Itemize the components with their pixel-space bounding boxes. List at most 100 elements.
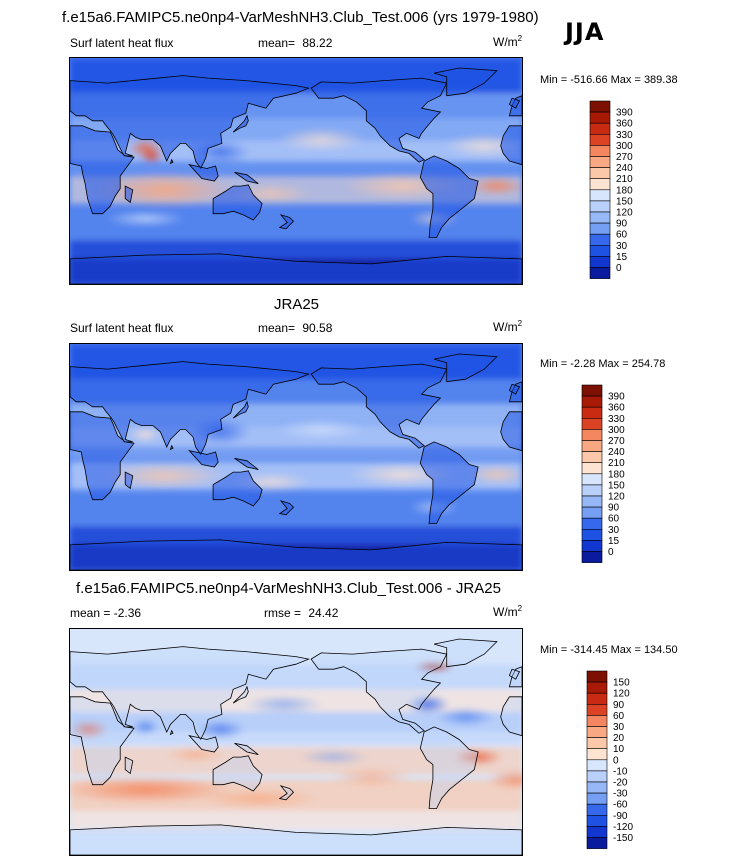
panel3-field-feature [298, 749, 369, 766]
panel3-colorbar-box [586, 692, 608, 705]
panel1-map [69, 57, 523, 285]
panel1-colorbar-tick-label: 150 [616, 196, 633, 207]
panel1-mean-value: 88.22 [302, 36, 333, 50]
panel2-colorbar-box [581, 517, 603, 530]
panel3-colorbar-tick-label: -90 [613, 811, 628, 822]
panel3-field-feature [165, 746, 226, 763]
panel3-field-band [70, 747, 522, 775]
panel3-units-base: W/m [493, 605, 518, 619]
panel2-colorbar-tick-label: 300 [608, 425, 625, 436]
panel3-coastline [508, 668, 521, 680]
panel2-colorbar-box [581, 462, 603, 475]
panel3-colorbar-tick-label: -120 [613, 822, 633, 833]
panel2-coastline [310, 363, 448, 449]
panel3-colorbar-tick-label: -150 [613, 833, 633, 844]
panel1-units-base: W/m [493, 35, 518, 49]
panel2-field-band [70, 446, 522, 460]
panel3-coastline [310, 648, 448, 734]
panel2-coastline [508, 383, 521, 395]
panel3-minmax: Min = -314.45 Max = 134.50 [540, 644, 678, 656]
panel2-colorbar-tick-label: 0 [608, 547, 614, 558]
panel2-coastline [500, 411, 522, 452]
panel3-field-feature [453, 748, 504, 767]
panel2-colorbar: 390 360 330 300 270 240 210 180 150 120 90 60 30 15 0 [581, 384, 642, 563]
panel1-colorbar-tick-label: 360 [616, 119, 633, 130]
panel2-colorbar-tick-label: 210 [608, 458, 625, 469]
panel2-coastline [70, 539, 522, 570]
panel2-colorbar-tick-label: 180 [608, 469, 625, 480]
panel2-minmax: Min = -2.28 Max = 254.78 [540, 358, 666, 370]
panel3-colorbar-tick-label: 20 [613, 733, 625, 744]
panel3-colorbar-box [586, 737, 608, 749]
panel1-field-feature [468, 176, 522, 197]
panel2-colorbar-tick-label: 390 [608, 392, 625, 403]
panel3-map [69, 628, 523, 856]
panel3-field-feature [70, 775, 236, 804]
panel3-colorbar-box [586, 681, 608, 694]
panel3-coastline [124, 756, 134, 775]
panel3-colorbar-tick-label: -20 [613, 778, 628, 789]
panel2-coastline [124, 471, 134, 490]
panel3-coastline [433, 638, 498, 668]
panel2-colorbar-tick-label: 330 [608, 414, 625, 425]
panel2-field-feature [129, 426, 162, 443]
panel3-field-feature [195, 719, 246, 740]
panel1-colorbar-tick-label: 120 [616, 208, 633, 219]
panel3-colorbar: 150 120 90 60 30 20 10 0 -10 -20 -30 -60 -90 -120 -150 [586, 670, 647, 851]
panel3-colorbar-tick-label: 150 [613, 678, 630, 689]
panel2-colorbar-box [581, 406, 603, 419]
panel3-colorbar-tick-label: -30 [613, 789, 628, 800]
panel3-colorbar-tick-label: -60 [613, 800, 628, 811]
panel2-colorbar-tick-label: 270 [608, 436, 625, 447]
panel2-colorbar-box [581, 506, 603, 519]
panel1-colorbar-tick-label: 180 [616, 185, 633, 196]
panel2-colorbar-box [581, 451, 603, 463]
panel2-field-feature [466, 464, 522, 485]
panel3-colorbar-box [586, 781, 608, 794]
panel2-coastline [278, 500, 295, 516]
panel1-colorbar-box [589, 145, 611, 157]
panel1-colorbar: 390 360 330 300 270 240 210 180 150 120 90 60 30 15 0 [589, 100, 650, 279]
panel1-field-band [70, 140, 522, 161]
panel3-coastline [419, 726, 479, 809]
panel2-coastline [419, 441, 479, 524]
panel2-colorbar-tick-label: 150 [608, 480, 625, 491]
panel2-field-feature [276, 419, 367, 440]
panel1-colorbar-box [589, 189, 611, 202]
panel3-colorbar-tick-label: -10 [613, 766, 628, 777]
panel1-colorbar-box [589, 245, 611, 257]
panel1-colorbar-tick-label: 390 [616, 108, 633, 119]
panel1-colorbar-box [589, 222, 611, 235]
panel3-colorbar-box [586, 803, 608, 816]
panel1-units: W/m2 [493, 34, 522, 49]
panel3-field-band [70, 731, 522, 745]
panel1-coastline [169, 158, 174, 165]
panel3-field-feature [485, 769, 522, 790]
panel3-rmse-label: rmse = [264, 606, 302, 620]
panel2-colorbar-box [581, 440, 603, 452]
panel1-colorbar-box [589, 156, 611, 168]
panel1-coastline [419, 155, 479, 238]
panel1-colorbar-tick-label: 270 [616, 152, 633, 163]
panel1-coastline [232, 114, 249, 133]
panel3-colorbar-tick-label: 120 [613, 689, 630, 700]
panel1-colorbar-box [589, 233, 611, 246]
panel3-coastline [169, 729, 174, 736]
panel3-colorbar-tick-label: 60 [613, 711, 625, 722]
panel1-colorbar-box [589, 211, 611, 224]
panel2-colorbar-box [581, 429, 603, 441]
panel1-coastline [188, 164, 219, 182]
panel1-colorbar-box [589, 122, 611, 135]
panel1-colorbar-tick-label: 240 [616, 163, 633, 174]
panel1-field-band [70, 160, 522, 174]
panel2-colorbar-box [581, 395, 603, 408]
panel3-colorbar-tick-label: 10 [613, 744, 625, 755]
panel2-map [69, 343, 523, 571]
panel3-field-feature [131, 718, 160, 735]
panel2-coastline [70, 411, 135, 501]
panel1-coastline [234, 171, 259, 184]
panel1-field-label: Surf latent heat flux [70, 36, 174, 50]
panel1-colorbar-box [589, 100, 611, 113]
panel2-colorbar-tick-label: 120 [608, 492, 625, 503]
panel3-units: W/m2 [493, 604, 522, 619]
